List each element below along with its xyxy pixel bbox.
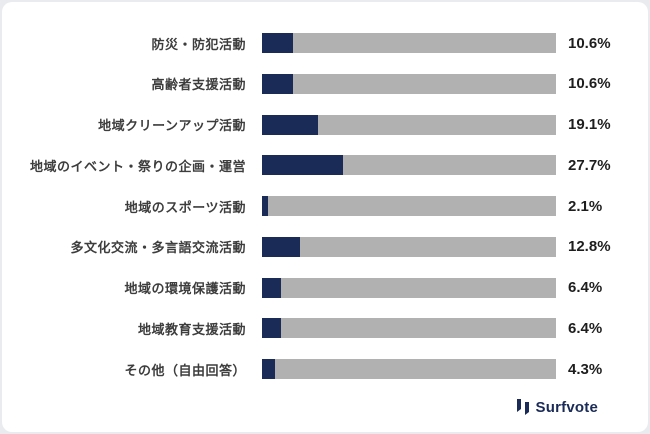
bar-row: 防災・防犯活動 10.6% — [20, 26, 620, 60]
bar-value-label: 19.1% — [568, 116, 611, 133]
bar-row: 高齢者支援活動 10.6% — [20, 67, 620, 101]
surfvote-icon — [516, 399, 529, 415]
bar-value-label: 2.1% — [568, 197, 603, 215]
bar-category-label: その他（自由回答） — [124, 362, 246, 378]
bar-category-label: 地域の環境保護活動 — [124, 281, 246, 296]
bar-track — [262, 236, 556, 257]
bar-fill — [262, 33, 294, 53]
bar-category-label: 防災・防犯活動 — [151, 36, 246, 52]
bar-fill — [262, 236, 300, 257]
bar-category-label: 高齢者支援活動 — [151, 77, 246, 93]
bar-row: 多文化交流・多言語交流活動 12.8% — [20, 230, 620, 264]
bar-track — [262, 277, 556, 298]
bar-row: その他（自由回答） 4.3% — [20, 352, 620, 386]
bar-value-label: 10.6% — [568, 75, 611, 93]
bar-row: 地域のスポーツ活動 2.1% — [20, 189, 620, 223]
bar-fill — [262, 277, 281, 298]
bar-fill — [262, 359, 275, 379]
bar-category-label: 地域教育支援活動 — [137, 321, 246, 337]
bar-row: 地域の環境保護活動 6.4% — [20, 271, 620, 305]
bar-value-label: 12.8% — [568, 238, 611, 256]
bar-track — [262, 359, 556, 379]
bar-track — [262, 318, 556, 339]
bar-category-label: 多文化交流・多言語交流活動 — [70, 240, 246, 256]
bar-track — [262, 114, 556, 135]
bar-row: 地域クリーンアップ活動 19.1% — [20, 108, 620, 142]
bar-value-label: 6.4% — [568, 279, 603, 296]
surfvote-logo: Surfvote — [515, 398, 598, 416]
bar-value-label: 6.4% — [568, 319, 603, 337]
bar-row: 地域教育支援活動 6.4% — [20, 311, 620, 345]
bar-chart: 防災・防犯活動 10.6% 高齢者支援活動 10.6% 地域クリーンアップ活動 19.1%… — [20, 26, 620, 392]
bar-value-label: 10.6% — [568, 34, 611, 52]
bar-fill — [262, 155, 344, 176]
bar-track — [262, 196, 556, 216]
surfvote-wordmark: Surfvote — [535, 398, 598, 416]
bar-fill — [262, 196, 269, 216]
bar-track — [262, 73, 556, 94]
bar-value-label: 27.7% — [568, 156, 611, 174]
bar-category-label: 地域クリーンアップ活動 — [98, 118, 246, 133]
bar-category-label: 地域のイベント・祭りの企画・運営 — [29, 158, 246, 174]
bar-fill — [262, 114, 319, 135]
bar-track — [262, 33, 556, 53]
bar-fill — [262, 73, 294, 94]
footer: Surfvote — [20, 392, 620, 422]
bar-category-label: 地域のスポーツ活動 — [124, 199, 246, 215]
bar-fill — [262, 318, 281, 339]
bar-value-label: 4.3% — [568, 360, 603, 378]
bar-row: 地域のイベント・祭りの企画・運営 27.7% — [20, 148, 620, 182]
bar-track — [262, 155, 556, 176]
